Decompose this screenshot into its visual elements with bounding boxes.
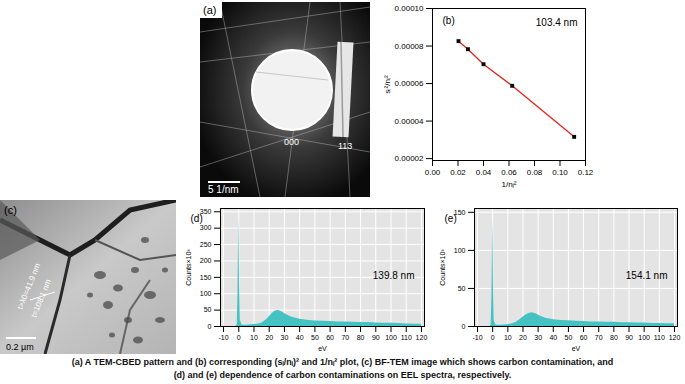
svg-text:120: 120 (669, 334, 681, 341)
svg-text:50: 50 (204, 306, 212, 313)
svg-text:5 1/nm: 5 1/nm (208, 184, 239, 195)
svg-text:90: 90 (372, 334, 380, 341)
svg-text:20: 20 (519, 334, 527, 341)
svg-text:120: 120 (416, 334, 428, 341)
svg-text:139.8 nm: 139.8 nm (373, 270, 415, 281)
svg-text:1/nᵢ²: 1/nᵢ² (501, 180, 516, 189)
svg-text:-10: -10 (218, 334, 228, 341)
svg-text:0.00008: 0.00008 (395, 42, 424, 51)
svg-text:70: 70 (341, 334, 349, 341)
svg-text:80: 80 (610, 334, 618, 341)
svg-text:50: 50 (458, 285, 466, 292)
svg-text:60: 60 (580, 334, 588, 341)
svg-text:(c): (c) (4, 204, 17, 216)
svg-text:0: 0 (208, 323, 212, 330)
svg-text:250: 250 (200, 241, 212, 248)
svg-text:110: 110 (654, 334, 665, 341)
svg-text:100: 100 (638, 334, 650, 341)
svg-text:t>λ0=41.9 nm: t>λ0=41.9 nm (15, 262, 43, 311)
svg-text:100: 100 (200, 290, 212, 297)
svg-text:113: 113 (338, 141, 352, 151)
svg-text:20: 20 (265, 334, 273, 341)
svg-text:0.04: 0.04 (476, 168, 492, 177)
svg-text:0.02: 0.02 (450, 168, 466, 177)
svg-text:60: 60 (326, 334, 334, 341)
svg-text:(e): (e) (445, 213, 457, 224)
svg-text:70: 70 (595, 334, 603, 341)
svg-text:0.2 µm: 0.2 µm (6, 342, 34, 352)
svg-text:-10: -10 (472, 334, 482, 341)
svg-text:90: 90 (625, 334, 633, 341)
svg-text:0.12: 0.12 (578, 168, 594, 177)
svg-text:80: 80 (357, 334, 365, 341)
svg-text:150: 150 (453, 208, 466, 216)
svg-text:30: 30 (534, 334, 542, 341)
svg-text:50: 50 (311, 334, 319, 341)
svg-text:0: 0 (462, 323, 466, 330)
svg-text:0.00006: 0.00006 (395, 79, 424, 88)
svg-text:40: 40 (296, 334, 304, 341)
svg-text:110: 110 (401, 334, 412, 341)
svg-text:Counts×10³: Counts×10³ (185, 249, 192, 286)
svg-text:300: 300 (200, 224, 212, 231)
svg-text:10: 10 (250, 334, 258, 341)
html-text:(d) and (e) dependence of carb: (d) and (e) dependence of carbon contami… (173, 370, 512, 380)
svg-text:30: 30 (281, 334, 289, 341)
svg-text:103.4 nm: 103.4 nm (536, 17, 578, 28)
svg-text:eV: eV (318, 345, 327, 352)
svg-text:0.08: 0.08 (527, 168, 543, 177)
svg-text:150: 150 (200, 274, 212, 281)
svg-text:t=108.1 nm: t=108.1 nm (30, 278, 54, 319)
svg-text:(a): (a) (203, 4, 216, 16)
svg-text:200: 200 (200, 257, 212, 264)
svg-text:(b): (b) (443, 15, 455, 26)
svg-text:154.1 nm: 154.1 nm (626, 270, 668, 281)
svg-text:eV: eV (572, 345, 581, 352)
svg-text:sᵢ²/nᵢ²: sᵢ²/nᵢ² (383, 75, 392, 94)
svg-text:0: 0 (491, 334, 495, 341)
svg-text:0.06: 0.06 (501, 168, 517, 177)
svg-text:100: 100 (385, 334, 397, 341)
svg-text:0.00004: 0.00004 (395, 117, 424, 126)
svg-text:10: 10 (504, 334, 512, 341)
svg-text:0.10: 0.10 (552, 168, 568, 177)
svg-text:Counts×10³: Counts×10³ (439, 249, 446, 286)
svg-text:0.00010: 0.00010 (395, 4, 424, 13)
html-text:(a) A TEM-CBED pattern and (b): (a) A TEM-CBED pattern and (b) correspon… (71, 357, 614, 367)
svg-text:000: 000 (284, 137, 299, 147)
svg-text:0: 0 (237, 334, 241, 341)
svg-text:100: 100 (454, 247, 466, 254)
svg-text:350: 350 (199, 208, 212, 215)
svg-text:40: 40 (549, 334, 557, 341)
svg-text:0.00002: 0.00002 (395, 154, 424, 163)
svg-text:0.00: 0.00 (425, 168, 441, 177)
svg-text:(d): (d) (191, 213, 203, 224)
svg-text:50: 50 (565, 334, 573, 341)
